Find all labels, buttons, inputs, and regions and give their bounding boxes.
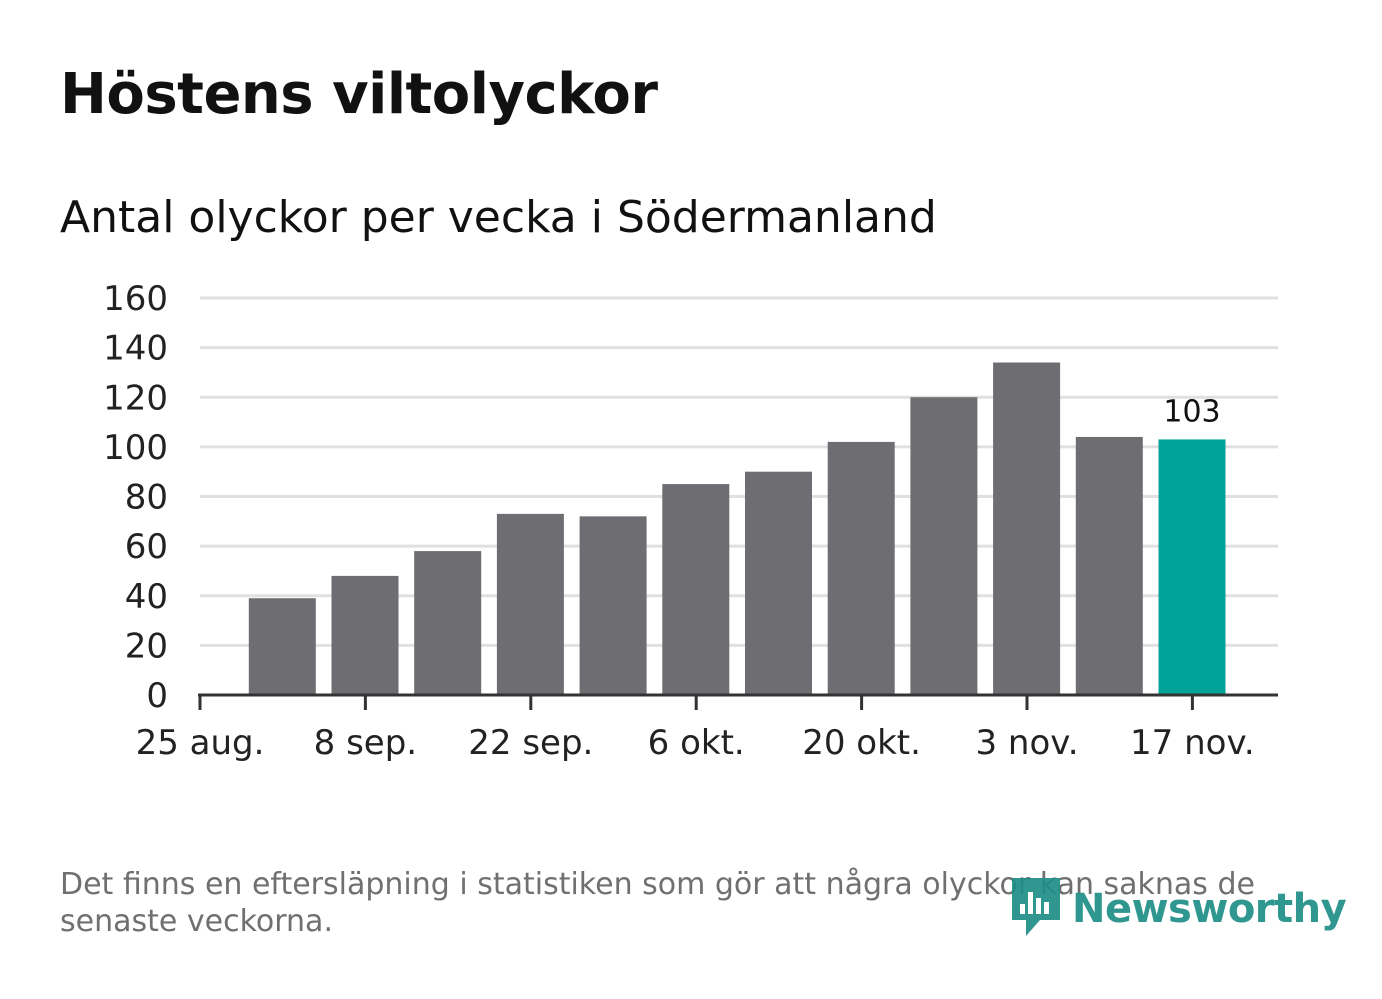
bar — [1075, 436, 1143, 695]
bar — [827, 441, 895, 695]
y-tick-label: 20 — [125, 626, 168, 666]
y-axis-ticks: 0 20 40 60 80 100 120 140 160 — [103, 279, 168, 716]
y-tick-label: 40 — [125, 577, 168, 617]
bars — [248, 362, 1226, 695]
bar — [910, 397, 978, 695]
y-tick-label: 0 — [146, 676, 168, 716]
bar-highlight — [1158, 439, 1226, 695]
bar — [662, 484, 730, 695]
y-tick-label: 60 — [125, 527, 168, 567]
x-axis: 25 aug. 8 sep. 22 sep. 6 okt. 20 okt. 3 nov. 1… — [136, 693, 1278, 763]
data-label: 103 — [1163, 394, 1220, 429]
x-tick-label: 22 sep. — [468, 723, 593, 763]
chart-subtitle: Antal olyckor per vecka i Södermanland — [60, 192, 937, 243]
bar — [579, 516, 647, 695]
brand-name: Newsworthy — [1072, 886, 1347, 932]
x-tick-label: 17 nov. — [1130, 723, 1255, 763]
x-tick-label: 3 nov. — [975, 723, 1078, 763]
x-tick-label: 8 sep. — [314, 723, 417, 763]
bar — [414, 551, 482, 695]
bar — [993, 362, 1061, 695]
x-tick-label: 20 okt. — [802, 723, 921, 763]
data-labels: 103 — [1163, 394, 1220, 429]
bar — [331, 575, 399, 695]
y-tick-label: 160 — [103, 279, 168, 319]
x-tick-label: 25 aug. — [136, 723, 265, 763]
y-tick-label: 120 — [103, 378, 168, 418]
brand-logo: Newsworthy — [1010, 874, 1347, 944]
x-tick-label: 6 okt. — [648, 723, 745, 763]
y-tick-label: 100 — [103, 428, 168, 468]
bar-chart: 0 20 40 60 80 100 120 140 160 25 aug. 8 sep. 22 se… — [103, 279, 1278, 763]
bar — [745, 471, 812, 695]
chart-title: Höstens viltolyckor — [60, 62, 658, 127]
y-tick-label: 140 — [103, 329, 168, 369]
y-tick-label: 80 — [125, 478, 168, 518]
bar-chart-speech-bubble-icon — [1010, 874, 1062, 944]
bar — [496, 513, 564, 695]
bar — [248, 598, 316, 695]
